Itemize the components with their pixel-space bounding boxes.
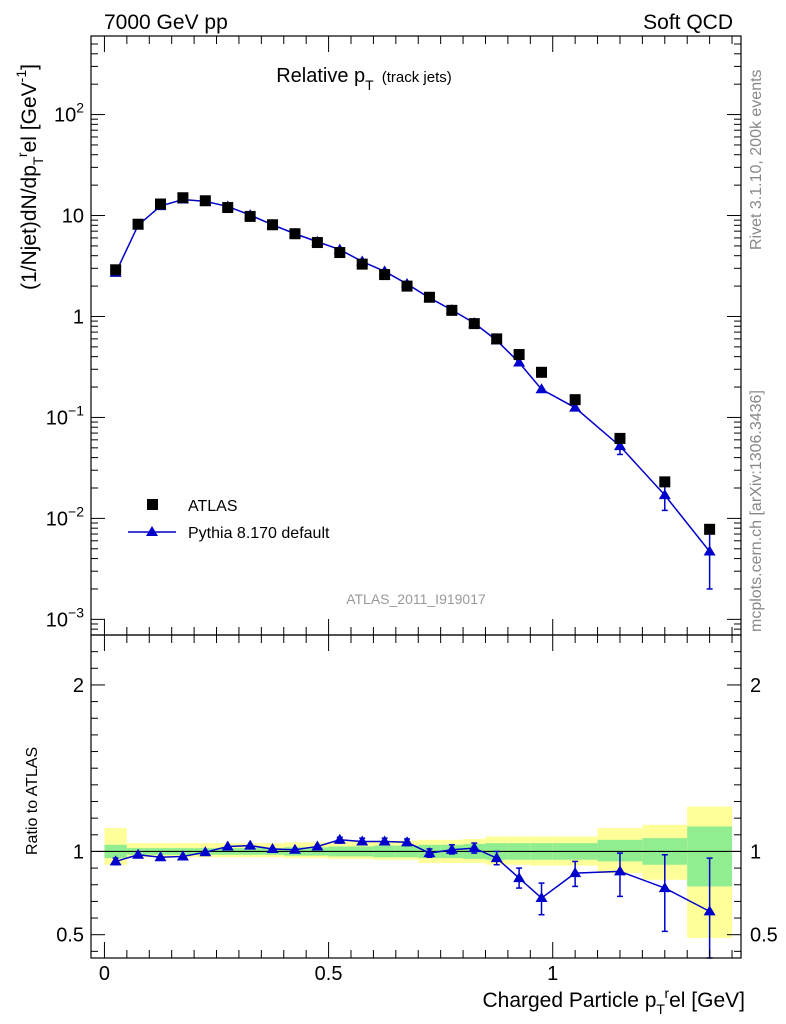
data-point [446, 304, 458, 316]
header-left: 7000 GeV pp [104, 11, 228, 34]
ratio-axes: 0.5 0.5 1 1 2 2 0 0.5 1 [56, 634, 778, 985]
x-axis-label: Charged Particle pTrel [GeV] [482, 985, 745, 1017]
ratio-mc-point [109, 855, 122, 866]
xtick-label: 0.5 [315, 963, 343, 985]
legend-data-marker [147, 499, 158, 510]
mc-point [703, 545, 716, 556]
ratio-mc-point [613, 865, 626, 876]
ratio-mc-point [199, 846, 212, 857]
main-axes: 10−3 10−2 10−1 1 10 102 [46, 35, 742, 636]
ratio-ytick-label-right: 2 [750, 675, 761, 697]
ratio-mc-point [333, 833, 346, 844]
ratio-ylabel: Ratio to ATLAS [24, 747, 41, 855]
main-ytick-label: 10 [62, 206, 84, 228]
mc-point [658, 489, 671, 500]
ratio-mc-point [356, 835, 369, 846]
xtick-label: 0 [99, 963, 110, 985]
data-point [468, 318, 480, 330]
ratio-mc-series [109, 833, 716, 959]
ratio-mc-point [445, 843, 458, 854]
data-point [704, 523, 716, 535]
ratio-mc-point [311, 840, 324, 851]
ratio-mc-point [513, 872, 526, 883]
data-point [379, 269, 391, 281]
data-point [244, 210, 256, 222]
ratio-mc-point [132, 848, 145, 859]
plot-title-sub: T [365, 77, 374, 93]
ratio-frame [90, 634, 742, 959]
ratio-ytick-label-right: 0.5 [750, 925, 778, 947]
data-point [199, 195, 211, 207]
data-point [267, 219, 279, 231]
main-ytick-label: 102 [54, 100, 84, 127]
ratio-ytick-label: 2 [73, 675, 84, 697]
ratio-mc-point [535, 892, 548, 903]
ratio-mc-point [658, 882, 671, 893]
mc-point [569, 401, 582, 412]
rivet-label: Rivet 3.1.10, 200k events [748, 69, 765, 250]
ratio-mc-point [221, 840, 234, 851]
ratio-mc-point [468, 842, 481, 853]
legend-mc-marker [146, 526, 158, 536]
data-point [177, 192, 189, 204]
data-point [491, 333, 503, 345]
legend: ATLAS Pythia 8.170 default [128, 498, 330, 542]
ratio-mc-point [244, 839, 257, 850]
main-frame [90, 35, 742, 636]
ratio-mc-point [176, 850, 189, 861]
ratio-ytick-label: 0.5 [56, 925, 84, 947]
data-point [659, 476, 671, 488]
data-point [614, 432, 626, 444]
main-ytick-label: 1 [73, 306, 84, 328]
data-point [423, 291, 435, 303]
ratio-ytick-label-right: 1 [750, 841, 761, 863]
ratio-mc-point [266, 842, 279, 853]
data-point [356, 258, 368, 270]
mcplots-label: mcplots.cern.ch [arXiv:1306.3436] [748, 390, 765, 632]
main-ytick-label: 10−2 [46, 503, 84, 530]
data-point [569, 394, 581, 406]
ratio-mc-point [401, 836, 414, 847]
ratio-mc-point [703, 905, 716, 916]
ratio-uncertainty-bands [91, 806, 741, 939]
plot-title: Relative pT (track jets) [276, 65, 452, 93]
ratio-ytick-label: 1 [73, 841, 84, 863]
plot-title-note: (track jets) [382, 69, 452, 86]
ratio-mc-point [288, 843, 301, 854]
data-point [132, 218, 144, 230]
data-point [110, 264, 122, 276]
mc-point [513, 356, 526, 367]
data-series-main [110, 192, 716, 535]
main-ytick-label: 10−1 [46, 402, 84, 429]
ratio-mc-point [569, 867, 582, 878]
legend-mc-label: Pythia 8.170 default [188, 525, 330, 542]
header-right: Soft QCD [643, 11, 733, 34]
data-point [222, 202, 234, 214]
main-ytick-label: 10−3 [46, 604, 84, 631]
main-ylabel: (1/Njet)dN/dpTrel [GeV-1] [13, 64, 46, 290]
ratio-mc-point [423, 847, 436, 858]
data-point [334, 247, 346, 259]
analysis-label: ATLAS_2011_I919017 [346, 591, 486, 607]
legend-data-label: ATLAS [188, 498, 238, 515]
data-point [154, 198, 166, 210]
data-point [311, 237, 323, 249]
svg-text:(1/Njet)dN/dpTrel [GeV-1]: (1/Njet)dN/dpTrel [GeV-1] [13, 64, 46, 290]
xtick-label: 1 [547, 963, 558, 985]
ratio-mc-point [378, 835, 391, 846]
data-point [401, 280, 413, 292]
mc-point [613, 440, 626, 451]
mc-point [535, 383, 548, 394]
data-point [289, 228, 301, 240]
ratio-mc-point [154, 851, 167, 862]
ratio-mc-point [490, 852, 503, 863]
data-point [536, 366, 548, 378]
ratio-band-inner [597, 839, 643, 862]
data-point [513, 349, 525, 361]
plot-title-main: Relative p [276, 65, 365, 87]
